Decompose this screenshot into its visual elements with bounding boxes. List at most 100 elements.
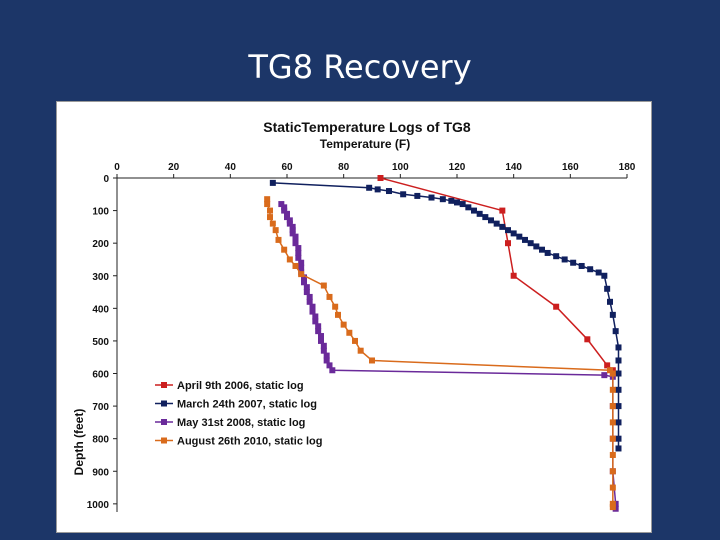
y-tick-label: 900 [92, 467, 109, 478]
legend-marker [161, 400, 167, 407]
data-point [312, 313, 319, 320]
series-1 [377, 175, 619, 377]
x-tick-label: 180 [619, 162, 636, 173]
data-point [612, 328, 619, 335]
data-point [286, 217, 293, 224]
data-point [320, 342, 327, 349]
data-point [292, 236, 299, 243]
data-point [454, 199, 460, 206]
data-point [607, 298, 613, 305]
series-4 [264, 196, 616, 511]
data-point [601, 372, 608, 379]
data-point [269, 179, 276, 186]
x-tick-label: 60 [281, 162, 293, 173]
data-point [604, 285, 611, 292]
data-point [318, 337, 324, 344]
legend: April 9th 2006, static log March 24th 200… [155, 380, 322, 448]
data-point [505, 240, 511, 247]
y-tick-label: 200 [92, 239, 109, 250]
data-point [595, 269, 602, 276]
data-point [292, 233, 299, 240]
data-point [609, 504, 616, 511]
data-point [465, 204, 472, 211]
series-line [266, 199, 614, 508]
data-point [386, 188, 392, 195]
data-point [604, 362, 611, 369]
legend-label: April 9th 2006, static log [177, 380, 304, 392]
data-point [318, 333, 324, 340]
data-point [609, 419, 616, 426]
data-point [533, 243, 540, 250]
legend-marker [161, 419, 167, 425]
data-point [609, 370, 616, 377]
slide-title: TG8 Recovery [248, 48, 472, 86]
legend-marker [161, 382, 167, 388]
legend-label: August 26th 2010, static log [177, 436, 322, 448]
data-point [561, 256, 568, 263]
legend-item: March 24th 2007, static log [155, 399, 317, 411]
legend-label: May 31st 2008, static log [177, 417, 305, 429]
data-point [609, 435, 616, 442]
legend-item: April 9th 2006, static log [155, 380, 304, 392]
y-tick-label: 600 [92, 370, 109, 381]
data-point [584, 336, 591, 343]
data-point [309, 303, 316, 310]
y-axis-title: Depth (feet) [72, 409, 86, 476]
data-point [369, 357, 375, 364]
data-point [346, 329, 353, 336]
legend-label: March 24th 2007, static log [177, 399, 317, 411]
data-point [306, 298, 313, 305]
data-point [615, 435, 622, 442]
data-point [471, 207, 477, 214]
data-point [601, 272, 608, 279]
data-point [609, 311, 616, 318]
data-point [292, 240, 299, 247]
data-point [272, 227, 279, 234]
data-point [499, 207, 506, 214]
y-tick-label: 400 [92, 304, 109, 315]
data-point [439, 196, 446, 203]
x-tick-label: 160 [562, 162, 579, 173]
data-point [326, 293, 333, 300]
y-tick-label: 1000 [87, 500, 110, 511]
data-point [267, 207, 273, 214]
data-point [570, 259, 577, 266]
data-point [459, 201, 466, 208]
data-point [615, 344, 622, 351]
data-point [301, 274, 307, 281]
data-point [553, 303, 560, 310]
x-tick-label: 100 [392, 162, 409, 173]
data-point [264, 196, 271, 203]
data-point [448, 197, 455, 204]
legend-item: August 26th 2010, static log [155, 436, 322, 448]
data-point [281, 246, 288, 253]
data-point [482, 214, 489, 221]
data-point [476, 210, 483, 217]
data-point [609, 484, 616, 491]
data-point [320, 282, 327, 289]
data-point [309, 308, 316, 315]
data-point [315, 328, 322, 335]
data-point [615, 403, 622, 410]
data-point [289, 223, 296, 230]
data-point [377, 175, 384, 181]
data-point [488, 217, 494, 224]
data-point [295, 249, 302, 256]
y-tick-label: 700 [92, 402, 109, 413]
data-point [357, 347, 364, 354]
data-point [286, 220, 293, 227]
data-point [428, 194, 435, 201]
y-tick-label: 0 [103, 174, 109, 185]
data-point [587, 266, 594, 273]
data-point [312, 318, 319, 325]
series-layer [264, 175, 622, 512]
data-point [615, 419, 622, 426]
x-tick-label: 40 [225, 162, 237, 173]
data-point [284, 210, 290, 217]
x-tick-label: 140 [505, 162, 522, 173]
y-tick-label: 100 [92, 207, 109, 218]
data-point [292, 262, 299, 269]
data-point [298, 264, 305, 271]
y-tick-label: 300 [92, 272, 109, 283]
data-point [505, 227, 511, 234]
